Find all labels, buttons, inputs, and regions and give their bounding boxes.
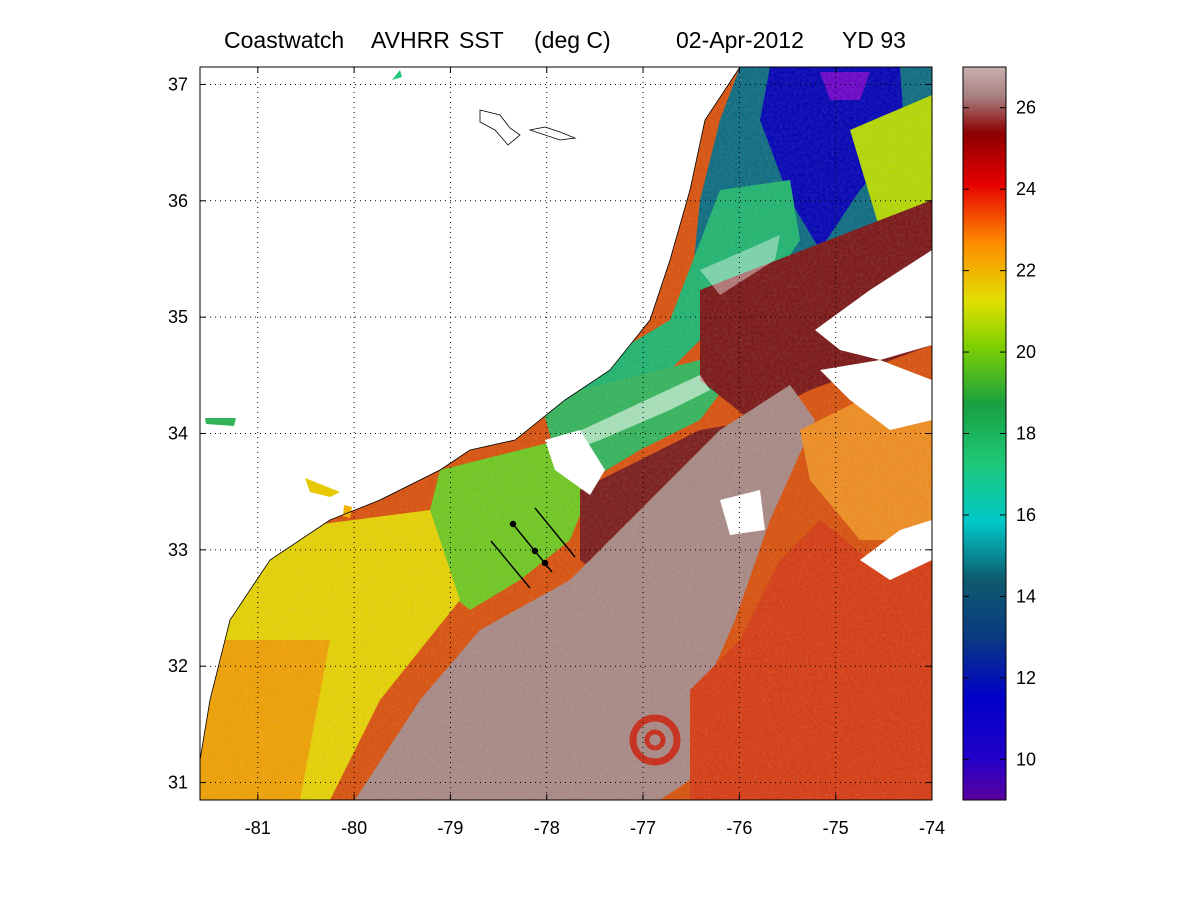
colorbar-axis: 26 24 22 20 18 16 14 12 10 <box>963 98 1036 769</box>
colorbar-tick-label: 10 <box>1016 749 1036 769</box>
longitude-tick-label: -74 <box>919 818 945 838</box>
latitude-tick-label: 36 <box>168 191 188 211</box>
colorbar-tick-label: 18 <box>1016 424 1036 444</box>
sst-image <box>200 67 932 800</box>
station-marker <box>509 520 517 528</box>
latitude-axis: 37 36 35 34 33 32 31 <box>168 74 932 793</box>
station-marker <box>541 559 549 567</box>
colorbar-tick-label: 12 <box>1016 668 1036 688</box>
longitude-tick-label: -77 <box>630 818 656 838</box>
latitude-tick-label: 32 <box>168 656 188 676</box>
latitude-tick-label: 34 <box>168 424 188 444</box>
transect-lines <box>490 507 576 589</box>
title-sensor: AVHRR <box>371 27 450 53</box>
title-date: 02-Apr-2012 <box>676 27 804 53</box>
transect-line <box>490 540 531 589</box>
latitude-tick-label: 37 <box>168 74 188 94</box>
longitude-tick-label: -76 <box>726 818 752 838</box>
title-product: Coastwatch <box>224 27 345 53</box>
latitude-tick-label: 31 <box>168 773 188 793</box>
longitude-tick-label: -78 <box>534 818 560 838</box>
colorbar-tick-label: 24 <box>1016 179 1036 199</box>
title-units: (deg C) <box>534 27 611 53</box>
station-marker <box>531 547 539 555</box>
latitude-tick-label: 35 <box>168 307 188 327</box>
colorbar-tick-label: 20 <box>1016 342 1036 362</box>
latitude-tick-label: 33 <box>168 540 188 560</box>
longitude-axis: -81 -80 -79 -78 -77 -76 -75 -74 <box>245 67 945 838</box>
map-graticule <box>200 67 933 800</box>
colorbar-tick-label: 16 <box>1016 505 1036 525</box>
colorbar-tick-label: 14 <box>1016 586 1036 606</box>
transect-line <box>534 507 576 558</box>
colorbar <box>962 66 1007 801</box>
title-variable: SST <box>459 27 504 53</box>
longitude-tick-label: -79 <box>437 818 463 838</box>
title-year-day: YD 93 <box>842 27 906 53</box>
longitude-tick-label: -75 <box>823 818 849 838</box>
colorbar-tick-label: 26 <box>1016 98 1036 118</box>
longitude-tick-label: -80 <box>341 818 367 838</box>
colorbar-tick-label: 22 <box>1016 261 1036 281</box>
longitude-tick-label: -81 <box>245 818 271 838</box>
